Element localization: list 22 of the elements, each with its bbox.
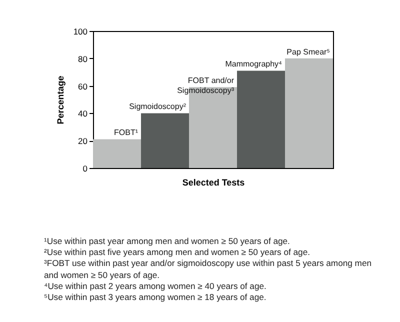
x-tick-label: FOBT and/or Sigmoidoscopy³ [177,76,234,96]
x-axis-title: Selected Tests [182,178,245,188]
y-axis-title: Percentage [55,76,66,124]
bar [141,113,189,168]
bar [93,139,141,168]
x-tick-label: FOBT¹ [114,128,138,138]
x-tick-label: Pap Smear⁵ [286,47,330,56]
bar [237,70,285,168]
y-tick-label: 100 [73,26,88,36]
text: ⁴Use within past 2 years among women ≥ 40 years of age. [44,280,268,292]
bar [285,58,333,168]
text: ⁵Use within past 3 years among women ≥ 18 years of age. [44,292,268,304]
x-tick-label: Sigmoidoscopy² [129,102,186,112]
x-tick-label: Mammography⁴ [225,60,283,69]
text: ³FOBT use within past year and/or sigmoidoscopy use within past 5 years among men and women ≥ 50 years of age. [44,258,373,281]
text: ²Use within past five years among men and women ≥ 50 years of age. [44,247,312,258]
y-tick-label: 20 [78,136,88,146]
y-tick-label: 80 [78,54,88,64]
y-tick-label: 40 [78,108,88,119]
y-tick-label: 60 [78,81,88,92]
text: ¹Use within past year among men and women ≥ 50 years of age. [44,236,291,248]
y-tick-label: 0 [82,164,88,174]
